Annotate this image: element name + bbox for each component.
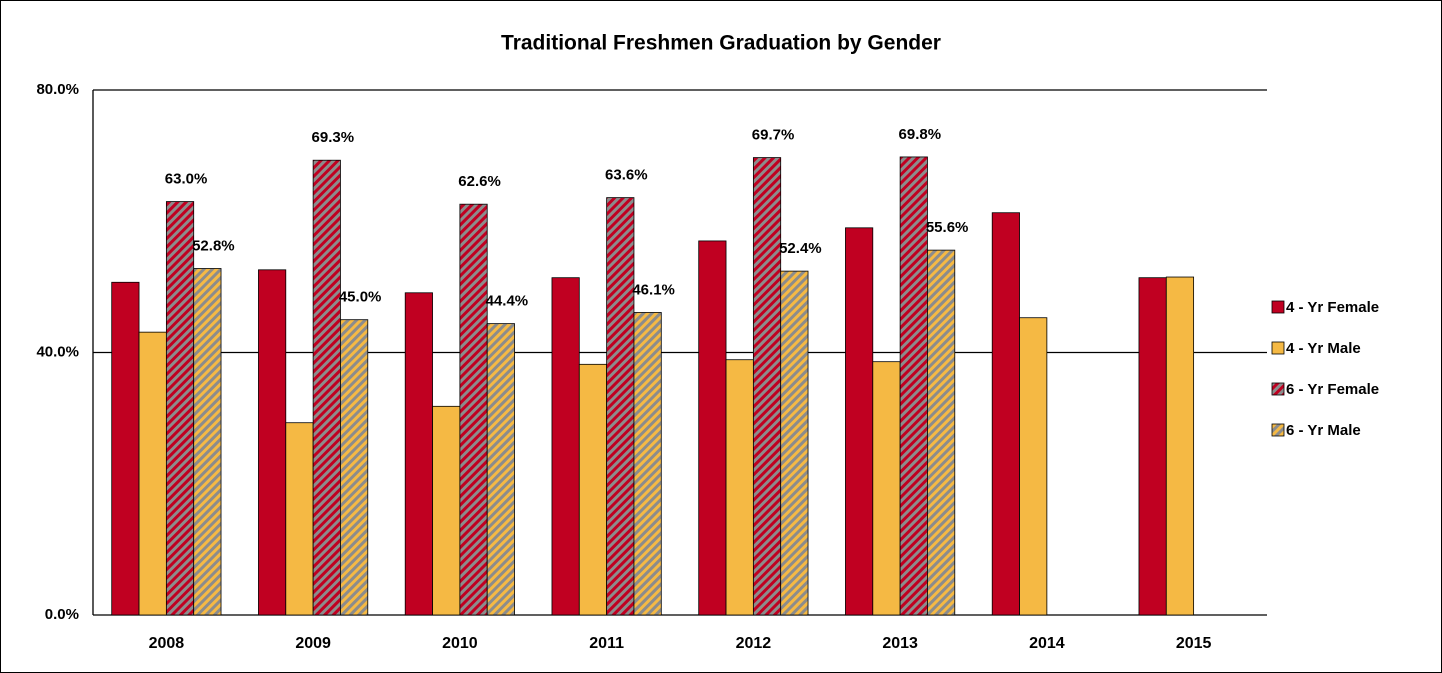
data-label: 46.1%: [632, 281, 675, 298]
legend-swatch: [1271, 382, 1285, 396]
x-tick-label: 2010: [442, 635, 478, 652]
bar: [111, 281, 140, 616]
data-label: 63.6%: [605, 167, 648, 184]
data-label: 45.0%: [339, 289, 382, 306]
y-tick-label: 0.0%: [45, 606, 79, 623]
bar: [551, 277, 580, 616]
bar: [633, 312, 662, 616]
bar: [845, 227, 874, 616]
bar: [404, 292, 433, 616]
bar: [1019, 317, 1048, 616]
legend-swatch: [1271, 300, 1285, 314]
bar: [193, 268, 222, 616]
y-tick-label: 80.0%: [36, 81, 79, 98]
bar: [165, 201, 195, 616]
data-label: 69.7%: [752, 127, 795, 144]
data-label: 62.6%: [458, 173, 501, 190]
legend-swatch: [1271, 341, 1285, 355]
x-tick-label: 2014: [1029, 635, 1065, 652]
data-label: 63.0%: [165, 171, 208, 188]
legend-swatch: [1271, 423, 1285, 437]
x-tick-label: 2008: [149, 635, 185, 652]
bar: [432, 405, 461, 616]
bar: [1138, 277, 1167, 616]
bar: [138, 331, 167, 616]
chart-title: Traditional Freshmen Graduation by Gende…: [501, 32, 941, 55]
y-tick-label: 40.0%: [36, 343, 79, 360]
bar: [578, 363, 608, 616]
bar: [340, 319, 369, 616]
data-label: 69.3%: [312, 129, 355, 146]
bar: [991, 212, 1020, 616]
x-tick-label: 2009: [295, 635, 331, 652]
bar: [486, 323, 515, 616]
bar: [698, 240, 727, 616]
bar: [927, 249, 956, 616]
bar: [780, 270, 809, 616]
data-label: 69.8%: [899, 126, 942, 143]
legend-label: 4 - Yr Female: [1286, 299, 1379, 316]
bar: [872, 361, 901, 616]
bar: [606, 197, 635, 616]
bar: [1165, 276, 1195, 616]
bar: [752, 157, 782, 616]
x-tick-label: 2015: [1176, 635, 1212, 652]
legend-label: 6 - Yr Female: [1286, 381, 1379, 398]
data-label: 52.4%: [779, 240, 822, 257]
bar: [312, 159, 341, 616]
bar: [459, 203, 488, 616]
x-tick-label: 2012: [736, 635, 772, 652]
data-label: 44.4%: [486, 293, 529, 310]
data-label: 52.8%: [192, 237, 235, 254]
bar: [725, 359, 754, 616]
data-label: 55.6%: [926, 219, 969, 236]
bar: [899, 156, 928, 616]
x-tick-label: 2011: [589, 635, 624, 652]
bar: [258, 269, 287, 616]
bar: [285, 422, 314, 616]
legend-label: 4 - Yr Male: [1286, 340, 1361, 357]
legend-label: 6 - Yr Male: [1286, 422, 1361, 439]
x-tick-label: 2013: [882, 635, 918, 652]
